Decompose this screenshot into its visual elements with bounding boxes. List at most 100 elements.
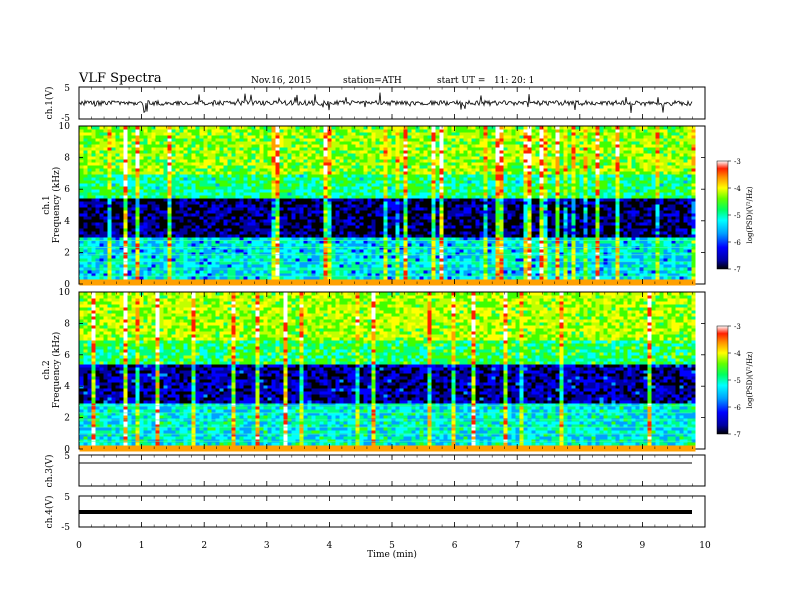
spectrogram-cell [99,186,104,190]
spectrogram-cell [79,210,84,214]
spectrogram-cell [395,195,400,199]
spectrogram-cell [199,156,204,160]
spectrogram-cell [103,204,108,208]
spectrogram-cell [371,213,376,217]
spectrogram-cell [399,126,404,130]
spectrogram-cell [179,183,184,187]
spectrogram-cell [307,225,312,229]
spectrogram-cell [387,174,392,178]
spectrogram-cell [431,129,436,133]
spectrogram-cell [235,135,240,139]
spectrogram-cell [427,210,432,214]
spectrogram-cell [79,186,84,190]
spectrogram-cell [147,144,152,148]
spectrogram-cell [159,183,164,187]
spectrogram-cell [255,156,260,160]
spectrogram-cell [207,264,212,268]
spectrogram-cell [111,162,116,166]
spectrogram-cell [283,162,288,166]
spectrogram-cell [151,180,156,184]
spectrogram-cell [415,129,420,133]
spectrogram-cell [431,132,436,136]
spectrogram-cell [131,183,136,187]
spectrogram-cell [87,189,92,193]
spectrogram-cell [399,186,404,190]
spectrogram-cell [395,159,400,163]
spectrogram-cell [427,228,432,232]
spectrogram-cell [119,138,124,142]
spectrogram-cell [371,261,376,265]
spectrogram-cell [175,252,180,256]
spectrogram-cell [331,177,336,181]
spectrogram-cell [307,279,312,283]
spectrogram-cell [187,186,192,190]
spectrogram-cell [387,219,392,223]
spectrogram-cell [87,240,92,244]
spectrogram-cell [155,192,160,196]
spectrogram-cell [251,201,256,205]
spectrogram-cell [175,126,180,130]
spectrogram-cell [323,237,328,241]
spectrogram-cell [123,174,128,178]
spectrogram-cell [191,261,196,265]
spectrogram-cell [151,132,156,136]
spectrogram-cell [371,168,376,172]
spectrogram-cell [87,273,92,277]
spectrogram-cell [435,279,440,283]
spectrogram-cell [171,234,176,238]
spectrogram-cell [371,219,376,223]
spectrogram-cell [143,228,148,232]
spectrogram-cell [443,135,448,139]
spectrogram-cell [303,159,308,163]
spectrogram-cell [139,147,144,151]
spectrogram-cell [403,258,408,262]
spectrogram-cell [283,147,288,151]
spectrogram-cell [307,255,312,259]
spectrogram-cell [83,138,88,142]
spectrogram-cell [187,237,192,241]
spectrogram-cell [303,198,308,202]
spectrogram-cell [83,144,88,148]
spectrogram-cell [375,129,380,133]
spectrogram-cell [343,222,348,226]
spectrogram-cell [143,201,148,205]
spectrogram-cell [111,243,116,247]
spectrogram-cell [423,135,428,139]
spectrogram-cell [87,270,92,274]
spectrogram-cell [303,252,308,256]
spectrogram-cell [131,219,136,223]
spectrogram-cell [331,135,336,139]
spectrogram-cell [251,171,256,175]
spectrogram-cell [227,147,232,151]
spectrogram-cell [191,150,196,154]
spectrogram-cell [83,162,88,166]
spectrogram-cell [323,225,328,229]
spectrogram-cell [91,276,96,280]
spectrogram-cell [195,141,200,145]
spectrogram-cell [299,210,304,214]
spectrogram-cell [207,201,212,205]
spectrogram-cell [255,186,260,190]
spectrogram-cell [347,135,352,139]
spectrogram-cell [267,165,272,169]
spectrogram-cell [431,240,436,244]
spectrogram-cell [407,141,412,145]
spectrogram-cell [367,201,372,205]
spectrogram-cell [147,204,152,208]
spectrogram-cell [195,222,200,226]
spectrogram-cell [435,156,440,160]
spectrogram-cell [335,213,340,217]
spectrogram-cell [191,165,196,169]
spectrogram-cell [195,276,200,280]
spectrogram-cell [339,153,344,157]
spectrogram-cell [231,189,236,193]
spectrogram-cell [119,153,124,157]
spectrogram-cell [135,282,140,286]
spectrogram-cell [159,198,164,202]
spectrogram-cell [135,189,140,193]
spectrogram-cell [335,243,340,247]
spectrogram-cell [203,144,208,148]
spectrogram-cell [143,213,148,217]
spectrogram-cell [343,282,348,286]
spectrogram-cell [299,237,304,241]
